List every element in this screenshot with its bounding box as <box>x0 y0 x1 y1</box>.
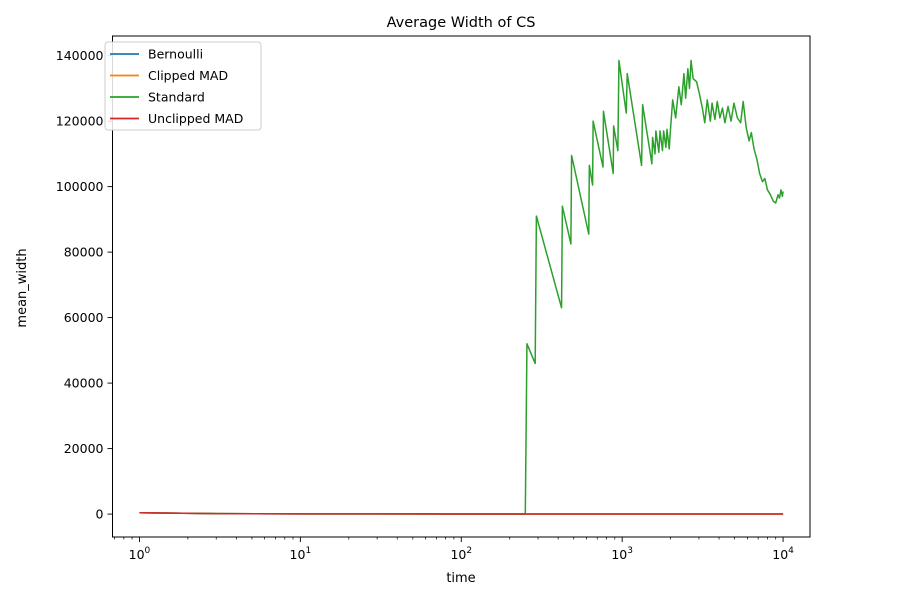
x-tick-label: 104 <box>772 546 794 562</box>
x-tick-label: 102 <box>450 546 472 562</box>
y-tick-label: 20000 <box>64 441 104 456</box>
y-tick-label: 0 <box>96 507 104 522</box>
plot-lines <box>139 59 784 515</box>
legend-box <box>104 41 262 131</box>
y-tick-label: 120000 <box>56 114 104 129</box>
legend-label: Standard <box>148 90 205 105</box>
series-line-unclipped-mad <box>139 512 784 515</box>
legend-label: Clipped MAD <box>148 68 228 83</box>
series-line-standard <box>139 59 784 515</box>
legend-label: Unclipped MAD <box>148 111 243 126</box>
x-tick-label: 100 <box>129 546 151 562</box>
y-tick-label: 40000 <box>64 376 104 391</box>
chart-title: Average Width of CS <box>387 15 536 31</box>
y-tick-label: 140000 <box>56 48 104 63</box>
y-tick-label: 80000 <box>64 245 104 260</box>
y-tick-label: 100000 <box>56 179 104 194</box>
x-tick-label: 103 <box>611 546 633 562</box>
x-tick-label: 101 <box>290 546 312 562</box>
y-tick-label: 60000 <box>64 310 104 325</box>
y-axis-label: mean_width <box>15 248 30 327</box>
x-axis-label: time <box>446 571 475 586</box>
plot-area-frame <box>112 35 811 538</box>
axes-ticks: 100 101 102 103 104 0 20000 40000 60000 80000 1000… <box>56 48 794 562</box>
legend: Bernoulli Clipped MAD Standard Unclipped MA… <box>104 41 262 131</box>
legend-label: Bernoulli <box>148 47 203 62</box>
